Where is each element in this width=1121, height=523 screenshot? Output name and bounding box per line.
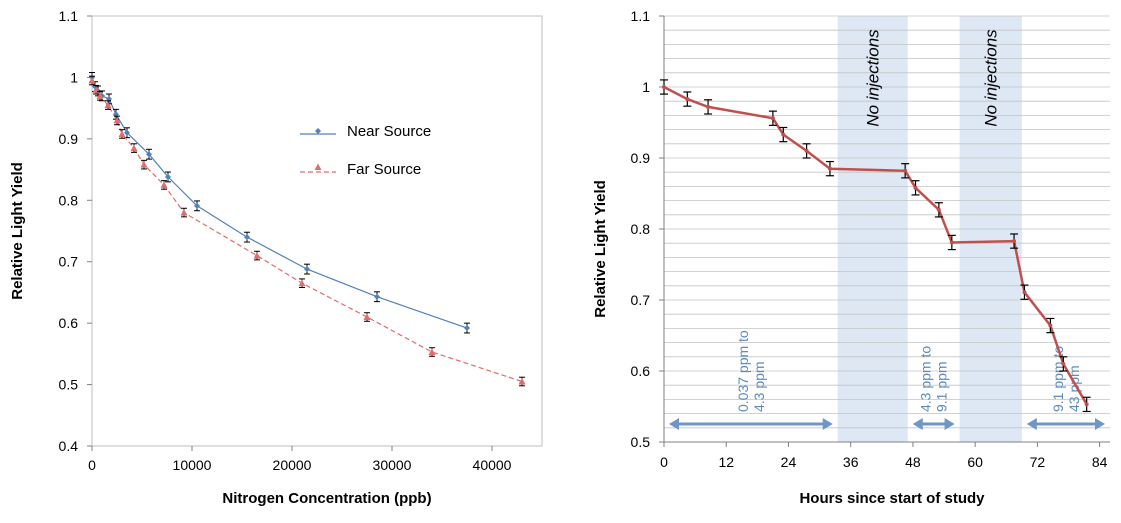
y-tick-label: 0.9	[59, 131, 79, 147]
range-label-line2: 4.3 ppm	[751, 361, 767, 412]
x-tick-label: 60	[967, 454, 983, 470]
range-arrow-head	[669, 418, 679, 430]
y-tick-label: 0.6	[59, 315, 79, 331]
x-tick-label: 12	[718, 454, 734, 470]
data-point	[903, 168, 908, 173]
far-source-fit-line	[91, 80, 523, 383]
far-source-point	[104, 101, 112, 109]
far-source-point	[253, 252, 261, 259]
y-tick-label: 0.7	[59, 254, 79, 270]
no-injections-label: No injections	[982, 29, 1001, 127]
data-point	[827, 166, 832, 171]
near-source-point	[244, 234, 250, 241]
far-source-point	[130, 144, 138, 152]
far-source-point	[96, 92, 104, 99]
data-point	[1084, 402, 1089, 407]
range-arrow-head	[944, 418, 955, 430]
y-tick-label: 0.5	[59, 377, 79, 393]
legend-far-marker	[314, 163, 322, 170]
y-axis-title: Relative Light Yield	[592, 180, 609, 318]
range-arrow-head	[1095, 418, 1105, 430]
near-source-fit-line	[91, 77, 468, 329]
chart-right: 0.5 0.6 0.7 0.8 0.9 1 1.1 0 12 24 36 48 60 72 84 Hours …	[592, 8, 1110, 507]
y-tick-label: 1	[642, 79, 650, 95]
light-yield-line	[663, 85, 1088, 406]
far-source-point	[160, 181, 168, 188]
data-point	[804, 148, 809, 153]
data-point	[913, 185, 918, 190]
near-source-point	[165, 173, 171, 180]
range-label-line1: 4.3 ppm to	[918, 346, 934, 412]
y-tick-label: 0.5	[631, 434, 651, 450]
near-source-point	[146, 151, 152, 158]
data-point	[1061, 361, 1066, 366]
far-source-point	[180, 209, 188, 216]
plot-frame	[91, 15, 543, 447]
range-label-line2: 9.1 ppm	[934, 361, 950, 412]
x-tick-label: 36	[843, 454, 859, 470]
chart-left: 0.4 0.5 0.6 0.7 0.8 0.9 1 1.1 0 10000 20000 30000 40…	[9, 8, 543, 507]
far-source-point	[298, 279, 306, 287]
y-tick-label: 0.4	[59, 438, 79, 454]
far-source-point	[118, 130, 126, 137]
x-axis-title: Hours since start of study	[799, 490, 985, 507]
y-tick-label: 0.7	[631, 292, 651, 308]
x-tick-label: 72	[1030, 454, 1046, 470]
far-source-point	[113, 116, 121, 124]
y-tick-label: 0.8	[631, 221, 651, 237]
y-axis-title: Relative Light Yield	[9, 162, 26, 300]
far-source-point	[88, 77, 96, 84]
x-axis-title: Nitrogen Concentration (ppb)	[222, 490, 431, 507]
y-tick-label: 1.1	[631, 8, 651, 24]
y-tick-label: 1	[70, 69, 78, 85]
range-arrow-head	[822, 418, 833, 430]
x-tick-label: 84	[1092, 454, 1108, 470]
y-tick-label: 1.1	[59, 8, 79, 24]
far-source-point	[428, 348, 436, 356]
x-tick-label: 10000	[173, 457, 212, 473]
near-source-point	[304, 266, 310, 273]
x-tick-label: 0	[88, 457, 96, 473]
y-tick-label: 0.9	[631, 150, 651, 166]
far-source-point	[363, 313, 371, 320]
data-point	[1012, 239, 1017, 244]
far-source-point	[518, 378, 526, 385]
range-arrow-head	[912, 418, 923, 430]
data-point	[781, 132, 786, 137]
y-tick-label: 0.8	[59, 192, 79, 208]
near-source-point	[124, 129, 130, 136]
legend-far-label: Far Source	[347, 161, 421, 178]
range-arrow-head	[1026, 418, 1037, 430]
no-injections-label: No injections	[864, 29, 883, 127]
near-source-point	[194, 202, 200, 209]
x-tick-label: 48	[905, 454, 921, 470]
legend-near-marker	[315, 128, 321, 134]
near-source-point	[464, 325, 470, 332]
data-point	[662, 85, 666, 89]
data-point	[936, 207, 941, 212]
x-tick-label: 30000	[373, 457, 412, 473]
data-point	[770, 116, 775, 121]
x-tick-label: 20000	[273, 457, 312, 473]
legend-near-label: Near Source	[347, 123, 431, 140]
range-label-line1: 9.1 ppm to	[1050, 346, 1066, 412]
data-point	[685, 97, 690, 102]
range-label-line1: 0.037 ppm to	[735, 330, 751, 412]
near-source-point	[374, 293, 380, 300]
x-tick-label: 0	[660, 454, 668, 470]
x-tick-label: 40000	[473, 457, 512, 473]
data-point	[1022, 290, 1027, 295]
x-tick-label: 24	[781, 454, 797, 470]
far-source-point	[140, 161, 148, 168]
data-point	[706, 104, 711, 109]
y-tick-label: 0.6	[631, 363, 651, 379]
data-point	[1048, 323, 1053, 328]
data-point	[949, 240, 954, 245]
